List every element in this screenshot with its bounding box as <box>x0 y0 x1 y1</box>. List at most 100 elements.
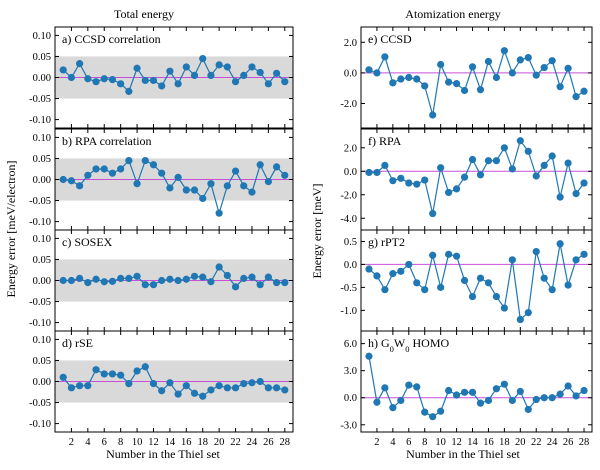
data-point <box>149 380 158 388</box>
data-point <box>100 370 108 378</box>
y-tick-label: 0.00 <box>33 175 51 186</box>
y-tick-label: 0.10 <box>33 31 51 42</box>
y-tick-label: -0.05 <box>29 297 51 308</box>
data-point <box>256 281 264 289</box>
data-point <box>133 272 141 280</box>
panel-4: 0.100.050.00-0.05-0.102 4 6 8 10 12 14 16 18 20 22… <box>29 330 294 448</box>
data-point <box>365 352 373 360</box>
data-point <box>76 60 84 68</box>
data-point <box>445 386 453 395</box>
data-point <box>166 67 174 75</box>
data-point <box>413 279 421 287</box>
data-point <box>532 247 540 256</box>
data-point <box>166 379 174 387</box>
data-point <box>264 80 272 88</box>
data-point <box>59 175 67 184</box>
data-point <box>182 382 190 390</box>
x-tick-label: 24 <box>247 437 258 448</box>
data-point <box>190 71 199 79</box>
data-point <box>223 63 231 71</box>
y-tick-label: -0.05 <box>29 94 51 105</box>
x-tick-label: 10 <box>435 437 446 448</box>
data-point <box>508 165 516 173</box>
data-point <box>108 277 117 285</box>
panel-frame <box>360 26 593 129</box>
y-tick-label: 0.00 <box>33 377 51 388</box>
data-point <box>500 304 508 312</box>
data-point <box>540 394 548 402</box>
data-point <box>117 274 125 282</box>
data-point <box>413 180 421 188</box>
left-x-axis-label: Number in the Thiel set <box>106 447 220 461</box>
left-y-axis-label: Energy error [meV/electron] <box>4 160 18 297</box>
data-point <box>182 63 190 71</box>
data-point <box>158 82 166 90</box>
data-point <box>264 178 272 186</box>
data-point <box>476 171 485 179</box>
data-point <box>264 273 272 281</box>
data-point <box>397 396 405 405</box>
data-point <box>540 161 548 170</box>
x-tick-label: 2 <box>374 437 379 448</box>
data-point <box>141 281 149 289</box>
data-point <box>500 380 508 388</box>
data-point <box>556 193 564 201</box>
data-point <box>460 86 469 95</box>
data-point <box>524 147 532 155</box>
y-tick-label: -0.10 <box>29 419 51 430</box>
data-point <box>240 71 248 79</box>
y-tick-label: 2.0 <box>344 38 357 49</box>
data-point <box>373 69 381 77</box>
data-point <box>92 275 100 283</box>
y-tick-label: 0.5 <box>344 237 357 248</box>
data-point <box>264 384 272 392</box>
data-point <box>460 388 469 396</box>
x-tick-label: 4 <box>85 437 91 448</box>
data-point <box>190 389 199 397</box>
data-point <box>166 275 174 283</box>
panel-6: 2.0 0.0 -2.0 -4.0 f) RPA <box>340 128 593 231</box>
y-tick-label: 0.00 <box>33 73 51 84</box>
data-point <box>190 186 199 194</box>
data-point <box>281 78 289 86</box>
y-tick-label: -2.0 <box>340 99 357 110</box>
data-point <box>468 292 477 301</box>
data-point <box>223 384 231 392</box>
data-point <box>548 286 556 294</box>
data-point <box>405 179 413 187</box>
data-point <box>381 161 389 170</box>
panel-2: 0.10 0.05 0.00 -0.05 -0.10 b) RPA correlation <box>29 128 294 231</box>
data-point <box>76 382 84 390</box>
data-point <box>421 286 429 294</box>
panel-title: a) CCSD correlation <box>62 32 161 46</box>
data-point <box>516 387 524 396</box>
data-point <box>158 387 166 395</box>
data-point <box>125 274 133 282</box>
data-point <box>272 279 281 287</box>
data-point <box>365 168 373 177</box>
data-point <box>413 383 421 391</box>
x-tick-label: 28 <box>579 437 590 448</box>
data-point <box>516 137 524 145</box>
data-point <box>373 168 381 177</box>
y-tick-label: 0.0 <box>344 68 357 79</box>
y-tick-label: 3.0 <box>344 366 357 377</box>
data-point <box>437 283 445 291</box>
x-tick-label: 20 <box>515 437 526 448</box>
y-tick-label: 0.0 <box>344 167 357 178</box>
data-point <box>223 271 231 280</box>
data-point <box>100 278 108 286</box>
panel-title: g) rPT2 <box>368 235 405 249</box>
data-point <box>484 57 493 66</box>
data-point <box>508 69 516 77</box>
data-point <box>492 292 501 301</box>
data-point <box>452 80 461 88</box>
data-point <box>76 274 84 282</box>
data-point <box>572 189 580 198</box>
data-point <box>476 399 485 407</box>
data-point <box>199 194 207 203</box>
data-point <box>125 156 133 165</box>
data-point <box>67 73 76 82</box>
data-point <box>141 156 149 165</box>
